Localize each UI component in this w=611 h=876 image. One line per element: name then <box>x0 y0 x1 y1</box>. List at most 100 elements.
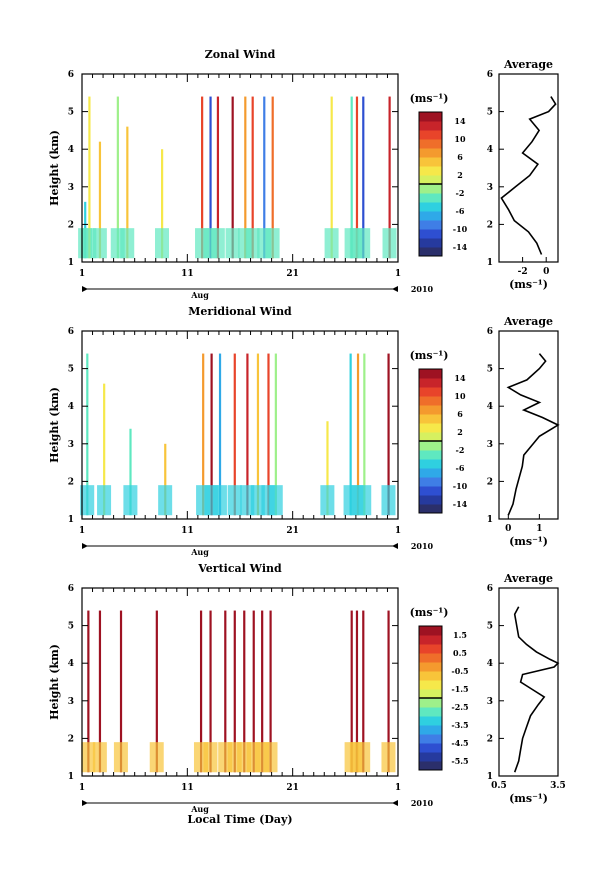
field-lowlevel <box>324 228 339 259</box>
average-x-tick-label: 0 <box>505 524 511 534</box>
colorbar-cell <box>419 396 442 406</box>
colorbar-cell <box>419 441 442 451</box>
colorbar-cell <box>419 671 442 681</box>
field-streak <box>88 96 91 259</box>
field-lowlevel <box>320 485 335 516</box>
field-streak <box>209 96 212 259</box>
colorbar-cell <box>419 166 442 176</box>
average-y-tick-label: 6 <box>487 327 493 337</box>
field-streak <box>164 443 167 516</box>
panel-vertical-wind <box>81 587 560 806</box>
colorbar-cell <box>419 211 442 221</box>
field-streak <box>216 96 220 259</box>
y-tick-label: 2 <box>68 477 74 487</box>
average-profile-line <box>506 353 560 516</box>
month-label: Aug <box>190 547 209 557</box>
field-streak <box>103 383 106 516</box>
colorbar-cell <box>419 698 442 708</box>
average-frame <box>498 330 559 520</box>
x-tick-label: 1 <box>395 783 401 793</box>
field-lowlevel <box>92 742 107 773</box>
date-bar-arrow <box>82 543 88 549</box>
field-streak <box>98 141 102 259</box>
field-streak <box>224 610 227 773</box>
year-label: 2010 <box>411 798 434 808</box>
colorbar-tick-label: 14 <box>454 116 466 126</box>
field-lowlevel <box>227 485 242 516</box>
colorbar-unit-label: (ms⁻¹) <box>410 349 449 362</box>
average-y-tick-label: 5 <box>487 108 493 118</box>
field-streak <box>199 610 203 773</box>
panel-title: Meridional Wind <box>188 305 292 318</box>
colorbar-cell <box>419 689 442 699</box>
average-frame <box>498 73 559 263</box>
field-streak <box>387 610 390 773</box>
colorbar-tick-label: -14 <box>453 242 468 252</box>
field-streak <box>355 96 359 259</box>
field-lowlevel <box>82 228 97 259</box>
colorbar-cell <box>419 662 442 672</box>
average-frame <box>498 587 559 777</box>
average-x-tick-label: 0.5 <box>491 781 507 791</box>
average-y-tick-label: 5 <box>487 622 493 632</box>
colorbar-cell <box>419 387 442 397</box>
average-y-tick-label: 5 <box>487 365 493 375</box>
y-tick-label: 6 <box>68 584 74 594</box>
y-tick-label: 3 <box>68 697 74 707</box>
date-bar-arrow <box>392 800 398 806</box>
x-axis-label: Local Time (Day) <box>187 813 292 826</box>
y-tick-label: 4 <box>68 402 74 412</box>
field-streak <box>155 610 158 773</box>
y-tick-label: 1 <box>68 515 74 525</box>
year-label: 2010 <box>411 541 434 551</box>
field-streak <box>261 610 264 773</box>
date-bar-arrow <box>392 286 398 292</box>
average-y-tick-label: 4 <box>487 145 493 155</box>
colorbar-tick-label: 6 <box>457 152 463 162</box>
average-title: Average <box>503 315 553 328</box>
colorbar-cell <box>419 157 442 167</box>
field-lowlevel <box>149 742 164 773</box>
colorbar-cell <box>419 707 442 717</box>
average-y-tick-label: 4 <box>487 659 493 669</box>
y-tick-label: 5 <box>68 365 74 375</box>
field-streak <box>387 353 390 516</box>
field-lowlevel <box>92 228 107 259</box>
field-streak <box>202 353 205 516</box>
colorbar-tick-label: 2 <box>457 427 463 437</box>
panel-zonal-wind <box>78 73 559 292</box>
panel-title: Zonal Wind <box>205 48 276 61</box>
field-streak <box>98 610 102 773</box>
field-lowlevel <box>357 485 372 516</box>
field-streak <box>126 126 129 259</box>
colorbar-cell <box>419 495 442 505</box>
field-lowlevel <box>210 228 225 259</box>
average-profile-line <box>500 96 557 255</box>
field-streak <box>274 353 277 516</box>
colorbar-cell <box>419 459 442 469</box>
average-x-tick-label: -2 <box>518 267 528 277</box>
colorbar-unit-label: (ms⁻¹) <box>410 606 449 619</box>
y-tick-label: 5 <box>68 108 74 118</box>
field-lowlevel <box>81 742 96 773</box>
field-streak <box>350 96 353 259</box>
colorbar-tick-label: 0.5 <box>453 648 467 658</box>
colorbar-tick-label: -10 <box>453 224 468 234</box>
field-streak <box>326 421 329 516</box>
field-streak <box>243 610 246 773</box>
average-y-tick-label: 4 <box>487 402 493 412</box>
field-lowlevel <box>120 228 135 259</box>
field-lowlevel <box>123 485 138 516</box>
x-tick-label: 1 <box>79 269 85 279</box>
colorbar-cell <box>419 752 442 762</box>
colorbar-tick-label: -5.5 <box>451 756 468 766</box>
x-tick-label: 1 <box>79 783 85 793</box>
field-streak <box>201 96 204 259</box>
y-tick-label: 4 <box>68 145 74 155</box>
field-streak <box>349 353 352 516</box>
colorbar-cell <box>419 175 442 185</box>
date-bar-arrow <box>392 543 398 549</box>
field-lowlevel <box>268 485 283 516</box>
average-x-tick-label: 3.5 <box>550 781 566 791</box>
